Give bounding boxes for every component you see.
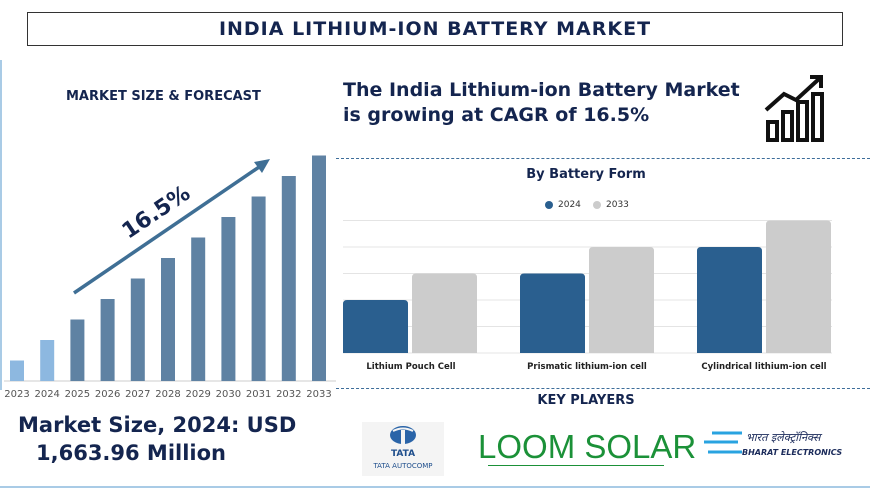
- x-tick-label: 2028: [155, 389, 180, 400]
- battery-form-title: By Battery Form: [526, 167, 646, 182]
- bar-2033: [766, 220, 831, 353]
- bar-2028: [161, 258, 175, 381]
- bar-2026: [100, 299, 115, 381]
- logo-underline: [488, 465, 664, 466]
- bar-2031: [251, 196, 266, 381]
- logo-text: BHARAT ELECTRONICS: [742, 448, 843, 457]
- bar-2032: [281, 176, 296, 381]
- battery-form-chart: [343, 220, 832, 354]
- bar-2024: [697, 247, 762, 353]
- arrow-head: [254, 159, 270, 173]
- bar-2027: [130, 278, 145, 381]
- x-tick-label: Cylindrical lithium-ion cell: [701, 362, 827, 372]
- legend-label: 2033: [606, 200, 629, 210]
- bar-2033: [312, 155, 326, 381]
- divider: [0, 60, 2, 390]
- x-tick-label: 2033: [306, 389, 331, 400]
- x-tick-label: 2026: [95, 389, 120, 400]
- market-size-line: Market Size, 2024: USD: [18, 413, 297, 437]
- market-forecast-chart: 2023 2024 2025 2026 2027 2028 2029 2030 2031 2032…: [4, 155, 336, 400]
- tata-autocomp-logo: TATA TATA AUTOCOMP: [362, 422, 444, 476]
- x-tick-label: 2029: [185, 389, 210, 400]
- legend-item: 2024: [545, 200, 581, 210]
- logo-text: भारत इलेक्ट्रॉनिक्स: [746, 431, 821, 444]
- bar-2024: [520, 273, 585, 353]
- x-tick-label: Prismatic lithium-ion cell: [527, 362, 647, 372]
- bar-2024: [40, 340, 55, 381]
- market-size-value: Market Size, 2024: USD 1,663.96 Million: [18, 411, 296, 467]
- cagr-headline: The India Lithium-ion Battery Market is …: [343, 79, 740, 126]
- growth-arrow: [73, 163, 263, 295]
- bharat-electronics-logo: भारत इलेक्ट्रॉनिक्स BHARAT ELECTRONICS: [702, 430, 842, 470]
- market-size-label: MARKET SIZE & FORECAST: [66, 89, 261, 104]
- divider: [336, 158, 870, 159]
- bar-2033: [589, 247, 654, 353]
- x-tick-label: 2025: [65, 389, 90, 400]
- logo-text: TATA AUTOCOMP: [373, 462, 433, 470]
- cagr-annotation: 16.5%: [118, 181, 195, 244]
- x-tick-label: 2023: [4, 389, 29, 400]
- bar-2033: [412, 273, 477, 353]
- logo-text: TATA: [390, 449, 416, 459]
- bar-2023: [10, 360, 24, 381]
- legend-item: 2033: [593, 200, 629, 210]
- loom-solar-logo: LOOM SOLAR: [478, 428, 697, 465]
- x-tick-label: 2027: [125, 389, 150, 400]
- divider: [0, 486, 870, 488]
- key-players-title: KEY PLAYERS: [537, 393, 635, 408]
- divider: [336, 388, 870, 389]
- x-tick-label: 2024: [34, 389, 59, 400]
- x-tick-label: Lithium Pouch Cell: [366, 362, 456, 372]
- bar-2025: [70, 319, 85, 381]
- x-tick-label: 2030: [216, 389, 241, 400]
- page-title: INDIA LITHIUM-ION BATTERY MARKET: [27, 12, 843, 46]
- bar-2029: [191, 237, 206, 381]
- x-tick-label: 2031: [246, 389, 271, 400]
- bar-2030: [221, 217, 236, 381]
- legend-label: 2024: [558, 200, 581, 210]
- growth-chart-icon: [764, 75, 824, 142]
- market-size-line: 1,663.96 Million: [36, 441, 227, 465]
- x-tick-label: 2032: [276, 389, 301, 400]
- bar-2024: [343, 300, 408, 353]
